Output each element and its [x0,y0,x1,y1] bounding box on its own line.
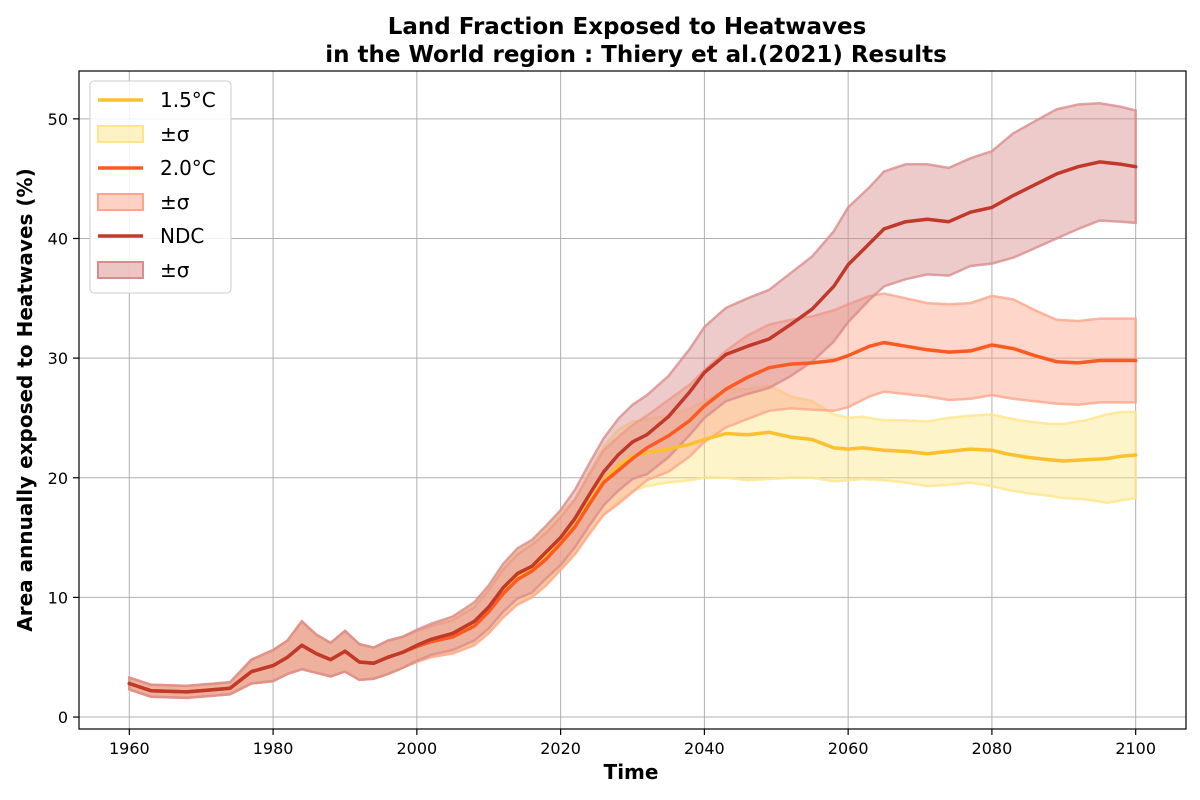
band-2-0-c [128,292,1137,700]
x-tick-label: 2060 [828,739,869,758]
legend-band-swatch-ndc [97,261,144,279]
y-tick-label: 30 [48,349,68,368]
x-tick-label: 2080 [972,739,1013,758]
legend-band-label-ndc: ±σ [160,258,190,282]
x-axis-label: Time [604,760,659,784]
legend-label-1-5-c: 1.5°C [160,88,216,112]
legend-label-2-0-c: 2.0°C [160,156,216,180]
y-tick-label: 10 [48,588,68,607]
legend: 1.5°C ±σ 2.0°C ±σ NDC ±σ [89,80,232,294]
legend-band-swatch-2-0-c [97,193,144,211]
series-lines [127,160,1138,694]
legend-band-label-1-5-c: ±σ [160,122,190,146]
x-tick-label: 1980 [253,739,294,758]
legend-label-ndc: NDC [160,224,204,248]
x-tick-label: 2020 [540,739,581,758]
y-axis-label: Area annually exposed to Heatwaves (%) [13,168,37,631]
x-tick-label: 2000 [396,739,437,758]
axis-ticks: 1960 1980 2000 2020 2040 2060 2080 2100 0 10 20 30 4… [48,110,1156,758]
grid [79,71,1186,729]
legend-band-label-2-0-c: ±σ [160,190,190,214]
y-tick-label: 50 [48,110,68,129]
band-ndc [128,102,1137,700]
x-tick-label: 2100 [1115,739,1156,758]
y-tick-label: 20 [48,469,68,488]
x-tick-label: 2040 [684,739,725,758]
x-tick-label: 1960 [109,739,150,758]
confidence-bands [128,102,1137,700]
y-tick-label: 0 [58,708,68,727]
chart-title-line1: Land Fraction Exposed to Heatwaves [388,14,867,40]
legend-band-swatch-1-5-c [97,125,144,143]
chart-title-line2: in the World region : Thiery et al.(2021… [325,42,947,68]
plot-frame [78,70,1187,730]
y-tick-label: 40 [48,229,68,248]
line-ndc [127,160,1138,694]
